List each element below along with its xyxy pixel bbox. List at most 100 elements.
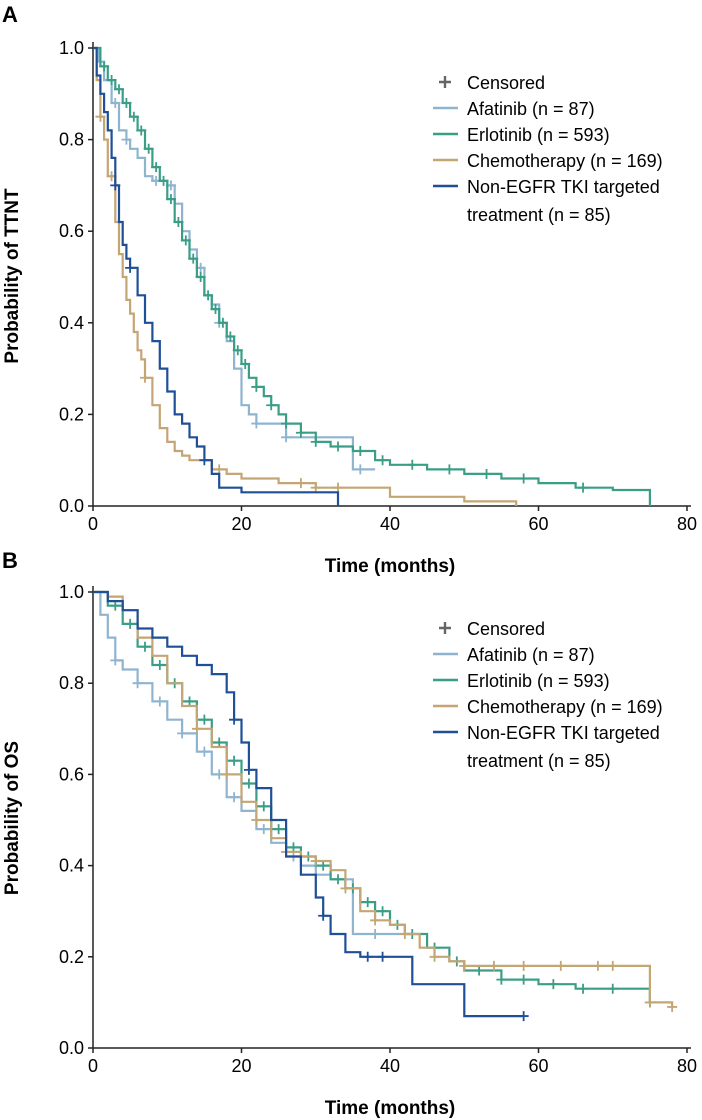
panel-a-censor-mark [444,464,455,475]
panel-b-censor-mark [243,778,254,789]
panel-a-censor-mark [310,436,321,447]
panel-b-chart: B Probability of OS Time (months) 0.0 0.2… [2,548,697,1119]
panel-b-y-tick-label: 0.6 [59,764,84,784]
panel-a-censor-mark [173,217,184,228]
panel-a-legend-entry-label: treatment (n = 85) [467,205,611,225]
panel-b-censor-mark [229,792,240,803]
panel-a-x-axis-title: Time (months) [325,556,456,577]
panel-b-censor-mark [459,960,470,971]
panel-b-legend-entry-label: Non-EGFR TKI targeted [467,723,660,743]
panel-b-y-tick-label: 1.0 [59,582,84,602]
panel-a-legend-censored-label: Censored [467,73,545,93]
panel-b-x-tick-label: 80 [677,1056,697,1076]
panel-a-censor-mark [355,446,366,457]
panel-a-censor-mark [110,97,121,108]
panel-b-series-0 [93,590,413,939]
panel-a-censor-mark [281,418,292,429]
panel-a-censor-mark [251,418,262,429]
panel-a-series-0 [93,46,376,475]
panel-a-plot-area [93,46,651,506]
panel-b-y-axis-title: Probability of OS [2,741,23,895]
panel-a-censor-mark [217,317,228,328]
panel-b-censor-mark [132,678,143,689]
panel-a-censor-mark [481,468,492,479]
panel-a-x-tick-label: 40 [380,514,400,534]
panel-b-x-tick-label: 40 [380,1056,400,1076]
panel-a-censor-mark [214,464,225,475]
panel-a-censor-mark [333,482,344,493]
panel-b-plot-area [93,590,678,1022]
panel-b-censor-mark [110,600,121,611]
panel-a-censor-mark [106,75,117,86]
panel-b-censor-mark [110,655,121,666]
panel-a-censor-mark [121,134,132,145]
panel-b-censor-mark [258,801,269,812]
panel-a-censor-mark [225,331,236,342]
panel-a-y-tick-label: 0.6 [59,221,84,241]
panel-a-censor-mark [113,84,124,95]
panel-b-legend-entry-label: treatment (n = 85) [467,751,611,771]
panel-b-censor-mark [429,951,440,962]
panel-a-y-axis-title: Probability of TTNT [2,188,23,364]
panel-a-censor-mark [158,175,169,186]
panel-b-censor-mark [607,983,618,994]
panel-b-censor-mark [399,929,410,939]
panel-a-censor-mark [578,482,589,493]
panel-a-censor-mark [110,180,121,191]
panel-b-censor-mark [199,746,210,757]
panel-b-censor-mark [474,965,485,976]
panel-b-censor-mark [607,960,618,971]
panel-b-censor-mark [199,714,210,725]
panel-a-censor-mark [518,473,529,484]
panel-a-series-1 [93,46,651,506]
panel-a-censor-mark [232,345,243,356]
panel-a-censor-mark [295,427,306,438]
panel-a-legend-entry-label: Non-EGFR TKI targeted [467,177,660,197]
panel-a-censor-mark [203,290,214,301]
panel-b-legend-censored-label: Censored [467,619,545,639]
panel-a-censor-mark [251,381,262,392]
panel-b-x-axis-title: Time (months) [325,1098,456,1119]
panel-b-y-tick-label: 0.2 [59,947,84,967]
panel-a-series-3 [93,46,340,506]
panel-a-censor-mark [165,194,176,205]
panel-b-censor-mark [667,1001,678,1012]
panel-b-legend-entry-label: Chemotherapy (n = 169) [467,697,663,717]
panel-a-legend-entry-label: Erlotinib (n = 593) [467,125,610,145]
panel-a-y-tick-label: 1.0 [59,38,84,58]
panel-b-censor-mark [496,974,507,985]
panel-b-y-tick-label: 0.4 [59,856,84,876]
panel-a-x-tick-label: 20 [231,514,251,534]
panel-b-censor-mark [251,815,262,825]
panel-b-censor-mark [221,769,232,780]
panel-b-x-tick-label: 60 [528,1056,548,1076]
panel-a-series-2 [93,46,518,506]
panel-a-y-tick-label: 0.8 [59,130,84,150]
panel-b-censor-mark [644,997,655,1008]
panel-a-label: A [2,2,18,27]
panel-a-censor-mark [355,464,366,475]
panel-a-censor-mark [195,272,206,282]
panel-a-censor-mark [266,400,277,411]
panel-b-series-line [93,590,524,1018]
panel-b-censor-mark [191,723,202,734]
panel-b-censor-mark [377,951,388,962]
panel-b-censor-mark [592,960,603,971]
panel-a-censor-mark [240,359,251,370]
panel-a-censor-mark [310,482,321,493]
panel-b-censor-mark [333,874,344,885]
panel-b-censor-mark [518,1011,529,1022]
panel-a-legend-censored-marker [439,76,451,88]
panel-b-censor-mark [229,714,240,725]
panel-b-legend-entry-label: Afatinib (n = 87) [467,645,595,665]
panel-a-y-tick-label: 0.0 [59,496,84,516]
panel-a-censor-mark [210,304,221,315]
panel-b-y-tick-label: 0.8 [59,673,84,693]
panel-a-censor-mark [95,111,106,122]
panel-a-censor-mark [143,143,154,154]
panel-a-series-line [93,46,340,506]
panel-b-x-tick-label: 20 [231,1056,251,1076]
panel-b-censor-mark [370,915,381,926]
panel-a-x-tick-label: 0 [88,514,98,534]
panel-b-censor-mark [488,960,499,971]
